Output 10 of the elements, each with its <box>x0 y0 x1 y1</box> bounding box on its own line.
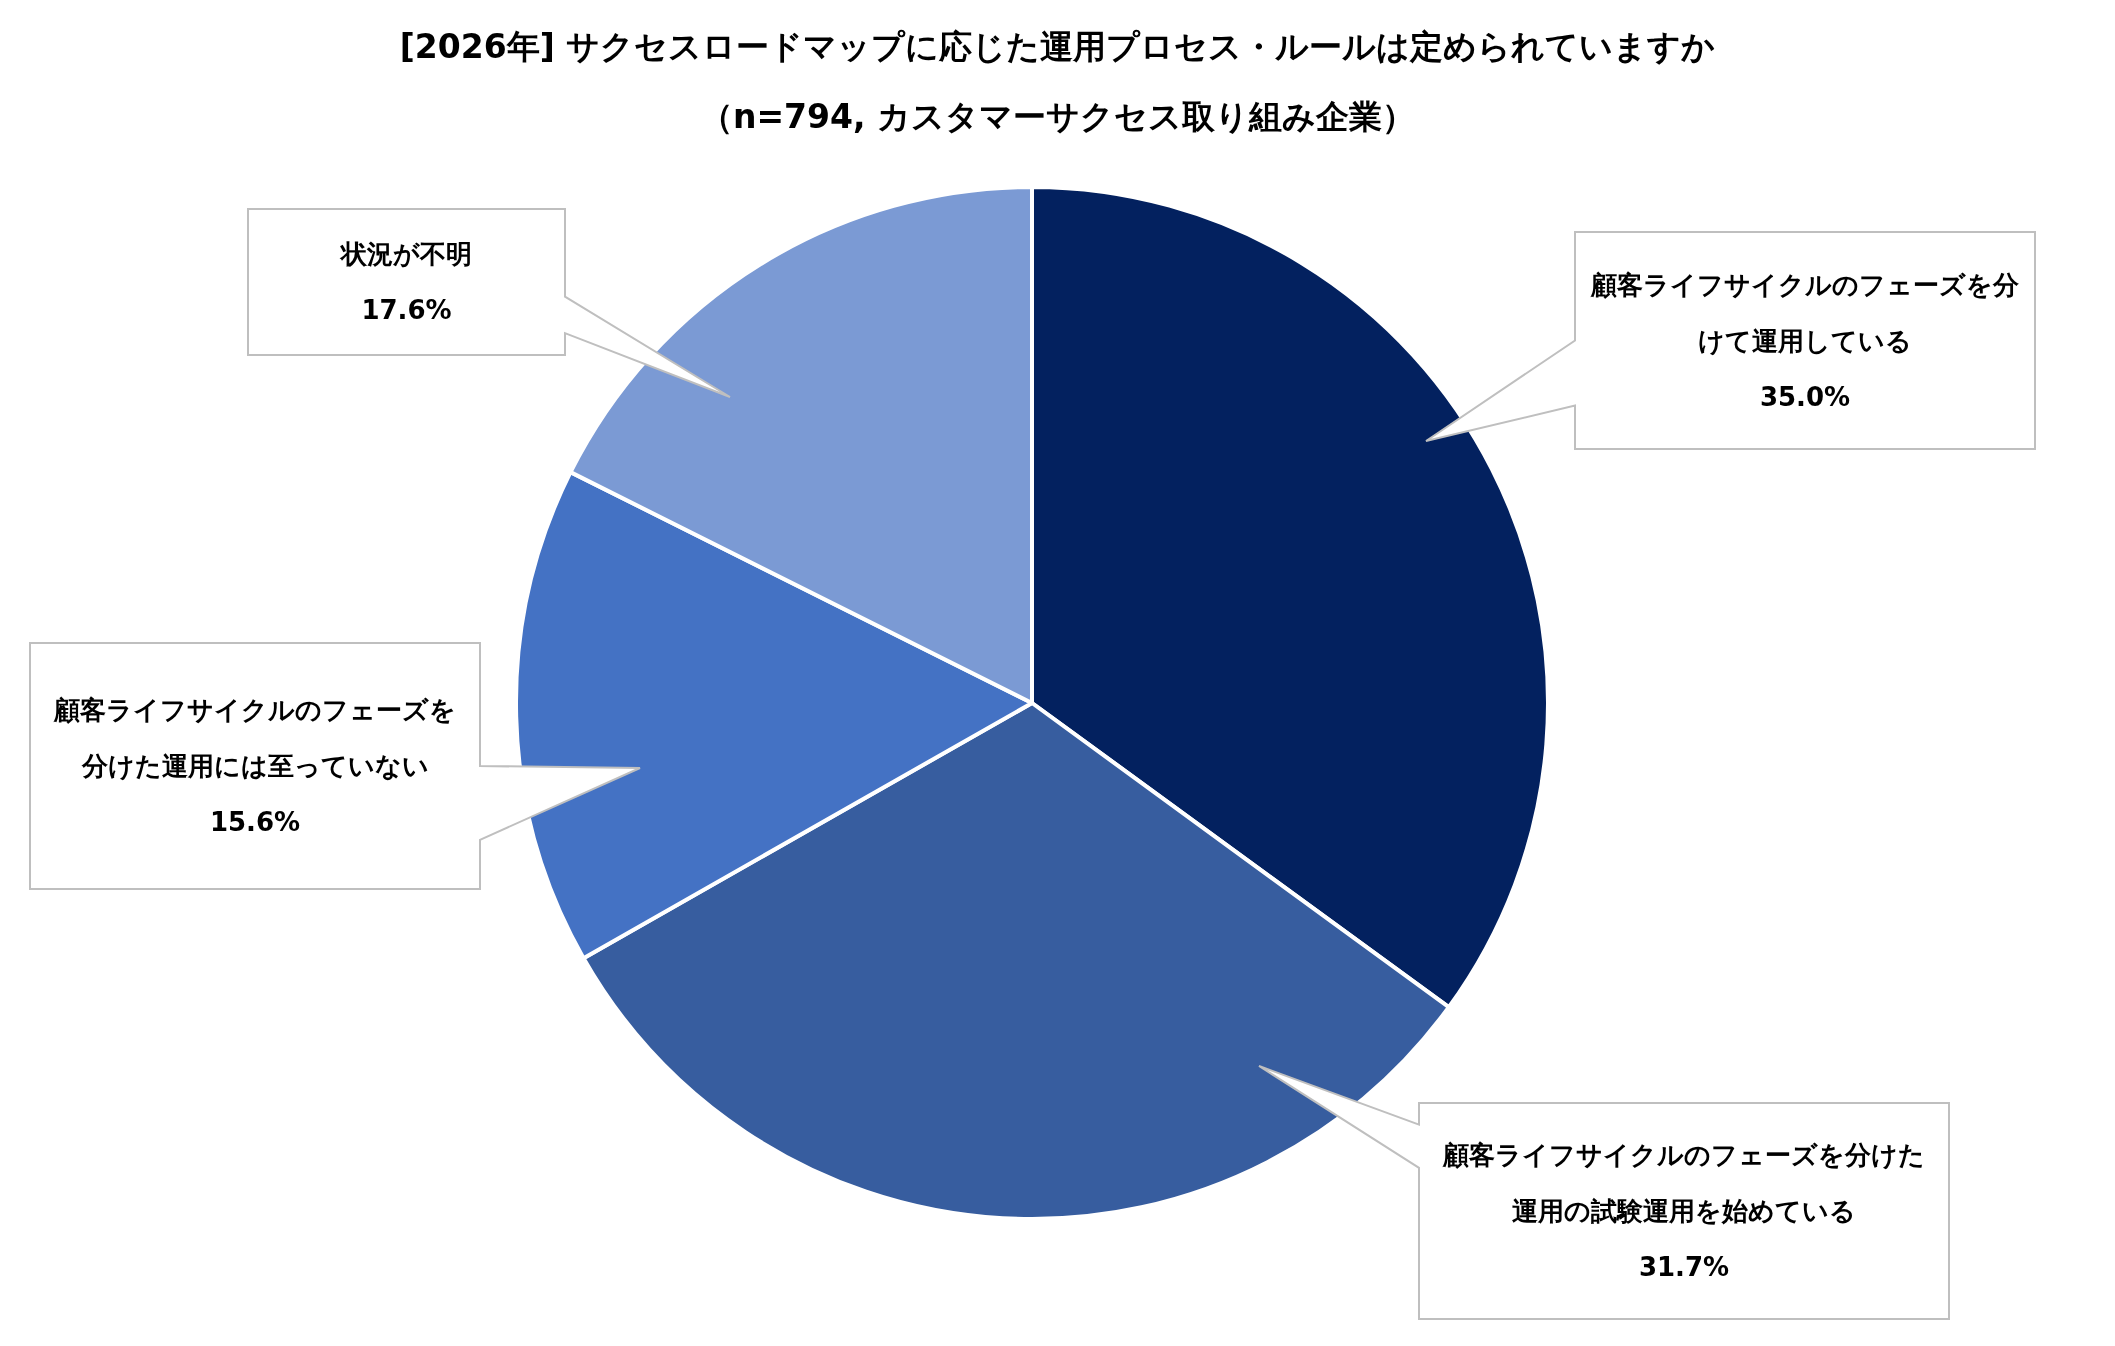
slice-label: 顧客ライフサイクルのフェーズを分けた運用には至っていない <box>53 695 456 781</box>
data-label: 17.6% <box>361 295 452 325</box>
slice-label: 顧客ライフサイクルのフェーズを分けた運用の試験運用を始めている <box>1442 1140 1925 1226</box>
slice-label: 顧客ライフサイクルのフェーズを分けて運用している <box>1590 269 2020 356</box>
slice-label: 状況が不明 <box>339 239 472 269</box>
data-label: 15.6% <box>209 807 301 837</box>
chart-title: [2026年] サクセスロードマップに応じた運用プロセス・ルールは定められていますか <box>399 27 1716 66</box>
data-label: 31.7% <box>1638 1252 1730 1282</box>
data-label: 35.0% <box>1759 381 1851 412</box>
chart-subtitle: （n=794, カスタマーサクセス取り組み企業） <box>699 97 1416 136</box>
